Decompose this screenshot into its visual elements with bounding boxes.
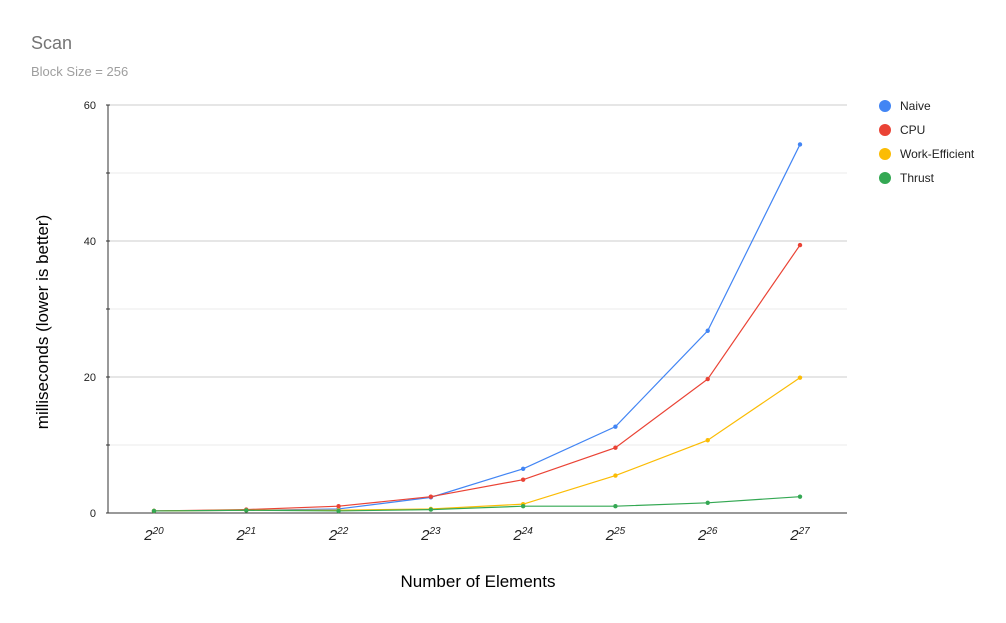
- data-point: [428, 494, 434, 499]
- data-point: [151, 508, 157, 514]
- y-tick-labels: 0 20 40 60: [84, 100, 96, 520]
- chart-subtitle: Block Size = 256: [31, 64, 128, 79]
- x-tick-label: 227: [789, 526, 810, 544]
- series-thrust: [151, 494, 803, 514]
- chart-title: Scan: [31, 33, 72, 53]
- data-point: [613, 445, 618, 450]
- data-point: [797, 375, 803, 380]
- data-point: [244, 508, 249, 513]
- data-point: [336, 504, 341, 509]
- data-point: [613, 473, 618, 478]
- x-tick-label: 224: [512, 526, 533, 544]
- data-point: [797, 242, 803, 248]
- series-work-efficient: [151, 375, 803, 514]
- data-point: [613, 504, 618, 509]
- legend-item: Work-Efficient: [879, 147, 975, 161]
- data-point: [797, 494, 803, 499]
- x-tick-labels: 220 221 222 223 224 225 226 227: [143, 526, 810, 544]
- x-tick-label: 223: [420, 526, 441, 544]
- legend-item: Thrust: [879, 171, 935, 185]
- legend-item: Naive: [879, 99, 931, 113]
- data-point: [520, 504, 526, 509]
- series-line: [153, 244, 801, 512]
- legend-swatch: [879, 172, 891, 184]
- series-lines: [151, 142, 803, 514]
- x-tick-label: 220: [143, 526, 164, 544]
- series-line: [153, 144, 801, 512]
- gridlines: [108, 104, 847, 446]
- legend-item: CPU: [879, 123, 925, 137]
- data-point: [705, 328, 710, 333]
- y-tick-label: 60: [84, 100, 96, 112]
- x-tick-label: 221: [236, 526, 256, 544]
- axes: [106, 104, 847, 514]
- series-naive: [151, 142, 803, 514]
- series-cpu: [151, 242, 803, 514]
- y-axis-title: milliseconds (lower is better): [33, 215, 52, 429]
- data-point: [520, 477, 526, 482]
- data-point: [428, 507, 434, 512]
- x-tick-label: 225: [605, 526, 626, 544]
- data-point: [520, 466, 526, 471]
- legend-label: Naive: [900, 99, 931, 113]
- data-point: [613, 424, 618, 429]
- data-point: [797, 142, 803, 147]
- y-tick-label: 0: [90, 508, 96, 520]
- legend: Naive CPU Work-Efficient Thrust: [879, 99, 975, 185]
- legend-swatch: [879, 148, 891, 160]
- series-line: [153, 496, 801, 512]
- series-line: [153, 377, 801, 512]
- data-point: [705, 438, 710, 443]
- x-tick-label: 222: [328, 526, 349, 544]
- legend-swatch: [879, 100, 891, 112]
- y-tick-label: 20: [84, 372, 96, 384]
- y-tick-label: 40: [84, 236, 96, 248]
- legend-label: Thrust: [900, 171, 935, 185]
- x-tick-label: 226: [697, 526, 718, 544]
- data-point: [705, 376, 710, 382]
- legend-label: CPU: [900, 123, 925, 137]
- data-point: [705, 500, 710, 505]
- data-point: [336, 508, 341, 514]
- legend-label: Work-Efficient: [900, 147, 975, 161]
- legend-swatch: [879, 124, 891, 136]
- x-axis-title: Number of Elements: [401, 572, 556, 591]
